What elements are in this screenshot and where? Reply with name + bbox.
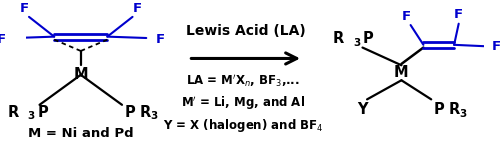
Text: Y: Y: [357, 102, 368, 117]
Text: LA = M$'$X$_n$, BF$_3$,...: LA = M$'$X$_n$, BF$_3$,...: [186, 72, 300, 89]
Text: F: F: [20, 2, 29, 14]
Text: F: F: [132, 2, 141, 14]
Text: R: R: [333, 31, 344, 46]
Text: F: F: [156, 33, 164, 46]
Text: M: M: [394, 65, 408, 80]
Text: 3: 3: [150, 111, 158, 121]
Text: R: R: [8, 105, 19, 120]
Text: 3: 3: [460, 109, 467, 119]
Text: M$'$ = Li, Mg, and Al: M$'$ = Li, Mg, and Al: [182, 95, 306, 112]
Text: P: P: [434, 102, 444, 117]
Text: M: M: [74, 67, 88, 82]
Text: F: F: [0, 33, 6, 46]
Text: 3: 3: [28, 111, 35, 121]
Text: P: P: [37, 105, 48, 120]
Text: R: R: [448, 102, 460, 117]
Text: F: F: [492, 40, 500, 53]
Text: R: R: [140, 105, 150, 120]
Text: P: P: [362, 31, 373, 46]
Text: 3: 3: [353, 38, 360, 48]
Text: Y = X (halogen) and BF$_4$: Y = X (halogen) and BF$_4$: [163, 117, 324, 134]
Text: F: F: [454, 8, 464, 21]
Text: F: F: [402, 10, 410, 23]
Text: P: P: [124, 105, 135, 120]
Text: Lewis Acid (LA): Lewis Acid (LA): [186, 24, 306, 38]
Text: M = Ni and Pd: M = Ni and Pd: [28, 127, 134, 140]
